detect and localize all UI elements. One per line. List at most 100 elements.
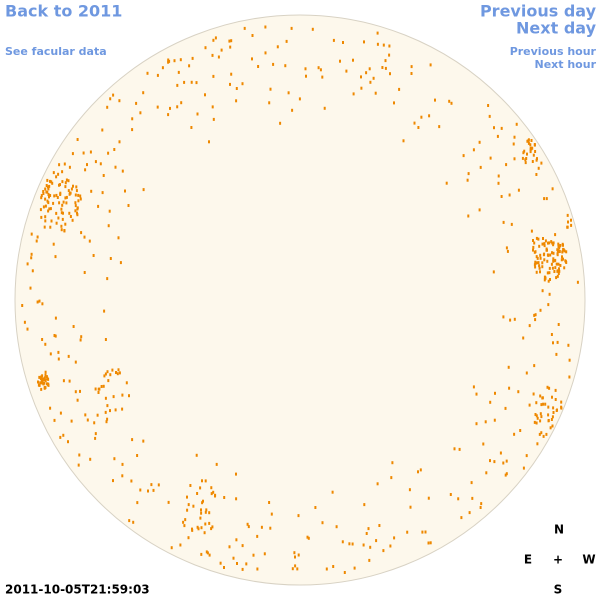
facula [127,204,130,207]
facula [534,150,537,153]
facula [360,86,363,90]
facula [70,419,73,423]
facula [531,160,534,163]
facula [556,340,559,344]
facula [509,318,512,322]
facula [189,484,192,487]
facula [321,521,324,525]
facula [429,63,432,67]
next-hour-link[interactable]: Next hour [535,58,597,71]
facula [348,542,351,546]
facula [188,64,191,68]
facula [47,377,50,381]
facula [58,183,60,187]
facula [557,272,560,275]
facula [46,185,49,189]
facula [505,459,508,463]
facula [119,261,122,265]
facula [546,271,549,275]
facula [247,525,250,529]
facula [200,552,203,556]
facula [548,241,551,245]
facula [77,193,80,197]
facula [44,219,47,223]
facula [552,251,555,255]
facula [543,242,546,246]
previous-day-link[interactable]: Previous day [480,2,597,21]
facula [528,403,531,407]
facula [306,535,309,539]
facula [560,406,563,410]
facula [445,181,448,185]
facula [536,416,539,420]
facula [562,257,564,261]
facula [109,257,112,260]
facula [552,243,555,247]
facula [44,215,47,219]
facula [64,185,67,189]
facula [131,128,134,132]
facula [489,459,491,463]
facula [480,502,483,506]
facula [40,375,43,379]
facula [79,389,81,393]
facula [192,504,195,508]
facula [125,381,128,385]
facula [243,26,246,30]
facula [214,493,217,497]
facula [205,550,208,554]
facula [40,194,43,198]
facula [542,402,545,406]
facula [211,525,214,529]
facula [210,492,213,496]
facula [232,556,235,560]
facula [525,157,528,160]
facula [529,148,532,152]
facula [535,421,538,425]
facula [427,496,430,500]
facula [376,31,379,35]
facula [270,512,273,516]
facula [69,215,72,218]
facula [510,222,513,226]
facula [41,380,44,384]
facula [284,64,287,68]
facula [462,154,465,158]
facula [48,184,51,188]
previous-hour-link[interactable]: Previous hour [510,45,597,58]
facula [186,495,188,499]
facula [136,501,139,505]
facula [378,524,381,527]
facula [492,270,495,274]
facula [116,372,119,376]
facula [369,545,372,549]
facula [558,250,561,253]
facula [228,39,231,43]
facula [375,539,378,543]
facula [80,335,83,339]
facula [554,233,557,237]
facula [331,490,334,494]
facula [529,150,532,154]
facula [55,211,58,215]
facula [157,483,160,487]
facula [77,199,80,203]
facula [535,401,538,405]
facula [537,261,540,265]
facula [118,99,121,103]
facula [551,241,554,245]
facula [339,59,341,63]
facula [71,152,74,156]
facula [201,479,203,483]
facula [479,165,482,169]
facula [74,390,77,394]
facula [74,209,77,213]
facula [26,262,29,266]
facula [118,140,121,144]
back-link[interactable]: Back to 2011 [5,2,122,21]
next-day-link[interactable]: Next day [516,19,597,38]
facula [448,99,451,103]
facula [135,101,138,105]
facular-link[interactable]: See facular data [5,45,107,58]
facula [450,101,453,105]
